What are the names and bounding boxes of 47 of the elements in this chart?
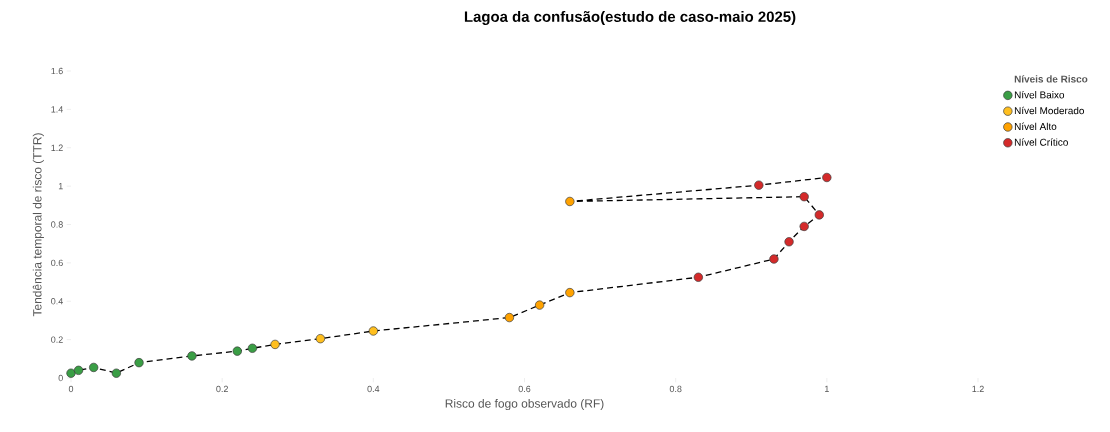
point: [66, 368, 76, 378]
legend-title: Níveis de Risco: [1014, 75, 1088, 83]
point: [247, 343, 258, 353]
y-tick-label: 1.4: [51, 106, 63, 113]
y-tick-label: 0.4: [51, 298, 63, 305]
point: [368, 326, 378, 336]
legend-label: Nível Crítico: [1014, 138, 1068, 146]
point: [187, 351, 197, 361]
point: [73, 365, 84, 375]
point: [754, 180, 764, 190]
y-tick-label: 0: [58, 374, 63, 382]
y-tick-label: 0.2: [51, 336, 63, 343]
point: [693, 272, 703, 282]
point: [89, 362, 99, 373]
point: [134, 358, 144, 368]
point: [822, 172, 832, 183]
point: [232, 346, 242, 356]
point: [534, 300, 545, 310]
point: [270, 339, 280, 350]
x-tick-label: 1: [825, 385, 829, 392]
point: [799, 221, 809, 232]
point: [784, 237, 794, 247]
y-tick-label: 1.6: [51, 67, 63, 75]
legend-label: Nível Alto: [1014, 122, 1057, 130]
x-axis-title: Risco de fogo observado (RF): [445, 398, 604, 411]
chart-title: Lagoa da confusão(estudo de caso-maio 2025): [464, 11, 796, 25]
x-tick-label: 0.8: [669, 385, 682, 393]
x-tick-label: 0: [68, 385, 74, 393]
point: [814, 210, 824, 220]
point: [769, 254, 779, 264]
point: [315, 334, 326, 344]
point: [799, 192, 809, 202]
y-tick-label: 0.8: [51, 221, 63, 228]
y-axis-title: Tendência temporal de risco (TTR): [32, 133, 44, 317]
y-tick-label: 1: [58, 183, 63, 190]
legend-label: Nível Baixo: [1014, 90, 1065, 99]
point: [565, 287, 575, 298]
point: [111, 368, 121, 378]
x-tick-label: 0.2: [216, 385, 228, 393]
x-tick-label: 1.2: [972, 385, 984, 393]
x-tick-label: 0.4: [367, 385, 380, 393]
x-tick-label: 0.6: [518, 385, 531, 393]
point: [504, 312, 515, 323]
y-tick-label: 1.2: [51, 144, 63, 151]
legend-label: Nível Moderado: [1014, 106, 1085, 115]
y-tick-label: 0.6: [51, 259, 63, 267]
point: [565, 196, 575, 207]
